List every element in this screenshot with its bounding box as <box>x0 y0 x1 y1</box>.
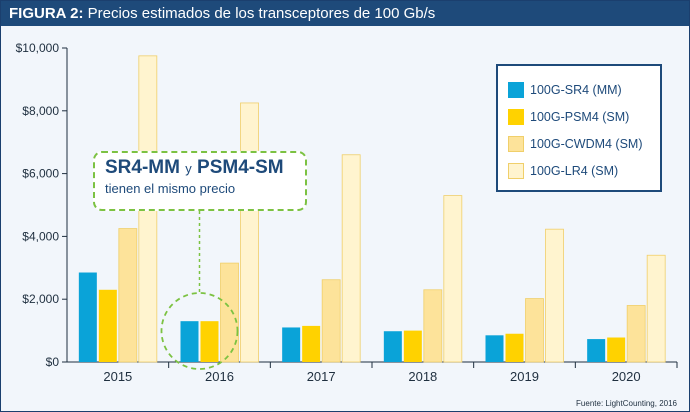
callout-part2: PSM4-SM <box>197 157 284 178</box>
bar-100g-cwdm4-2019 <box>525 298 544 363</box>
legend-label: 100G-PSM4 (SM) <box>530 109 630 124</box>
x-tick-label: 2018 <box>408 369 437 384</box>
x-tick-label: 2015 <box>103 369 132 384</box>
annotation-callout: SR4-MM y PSM4-SM tienen el mismo precio <box>93 151 307 211</box>
legend-swatch <box>508 108 524 125</box>
bar-100g-cwdm4-2018 <box>423 289 443 363</box>
y-tick-label: $6,000 <box>22 167 59 181</box>
legend-label: 100G-LR4 (SM) <box>530 163 619 178</box>
legend-label: 100G-SR4 (MM) <box>530 82 622 97</box>
bar-100g-cwdm4-2016 <box>220 262 239 363</box>
x-tick-label: 2016 <box>205 369 234 384</box>
y-tick-label: $2,000 <box>22 292 59 306</box>
highlight-circle <box>160 292 239 370</box>
bar-100g-psm4-2017 <box>302 325 321 362</box>
legend-item: 100G-LR4 (SM) <box>508 157 660 184</box>
source-note: Fuente: LightCounting, 2016 <box>576 399 677 408</box>
bar-100g-lr4-2018 <box>443 195 463 363</box>
bar-100g-sr4-2019 <box>485 335 504 362</box>
callout-heading: SR4-MM y PSM4-SM <box>105 157 305 179</box>
bar-100g-psm4-2015 <box>98 289 117 362</box>
bar-100g-lr4-2019 <box>545 228 564 363</box>
legend-swatch <box>508 135 524 152</box>
figure-title: Precios estimados de los transceptores d… <box>87 5 436 22</box>
bar-100g-sr4-2016 <box>180 321 199 362</box>
callout-part1: SR4-MM <box>105 157 180 178</box>
legend-swatch <box>508 81 524 98</box>
figure-label: FIGURA 2: <box>9 5 84 22</box>
bar-100g-cwdm4-2017 <box>321 279 341 363</box>
bar-100g-psm4-2016 <box>200 321 219 362</box>
bar-100g-psm4-2020 <box>607 337 626 362</box>
legend-item: 100G-SR4 (MM) <box>508 76 660 103</box>
bar-100g-psm4-2018 <box>403 330 422 362</box>
bar-100g-psm4-2019 <box>505 333 524 362</box>
figure-header: FIGURA 2: Precios estimados de los trans… <box>1 1 689 26</box>
x-tick-label: 2017 <box>307 369 336 384</box>
bar-100g-lr4-2020 <box>646 254 666 363</box>
y-tick-label: $4,000 <box>22 229 59 243</box>
bar-100g-lr4-2017 <box>341 154 361 363</box>
legend-swatch <box>508 162 524 179</box>
bar-100g-sr4-2020 <box>587 339 606 362</box>
x-tick-label: 2020 <box>612 369 641 384</box>
y-tick-label: $8,000 <box>22 104 59 118</box>
bar-100g-cwdm4-2020 <box>626 305 646 363</box>
y-tick-label: $0 <box>46 355 60 369</box>
legend-label: 100G-CWDM4 (SM) <box>530 136 643 151</box>
bar-100g-cwdm4-2015 <box>118 228 138 363</box>
callout-connector: y <box>185 161 192 176</box>
bar-100g-sr4-2017 <box>282 327 301 362</box>
bar-100g-sr4-2015 <box>78 272 97 362</box>
bar-100g-lr4-2016 <box>240 102 259 363</box>
legend-item: 100G-CWDM4 (SM) <box>508 130 660 157</box>
y-tick-label: $10,000 <box>16 41 60 55</box>
bar-100g-sr4-2018 <box>383 331 402 362</box>
callout-subtitle: tienen el mismo precio <box>105 181 236 196</box>
legend-item: 100G-PSM4 (SM) <box>508 103 660 130</box>
x-tick-label: 2019 <box>510 369 539 384</box>
chart-legend: 100G-SR4 (MM) 100G-PSM4 (SM) 100G-CWDM4 (S… <box>496 64 662 192</box>
